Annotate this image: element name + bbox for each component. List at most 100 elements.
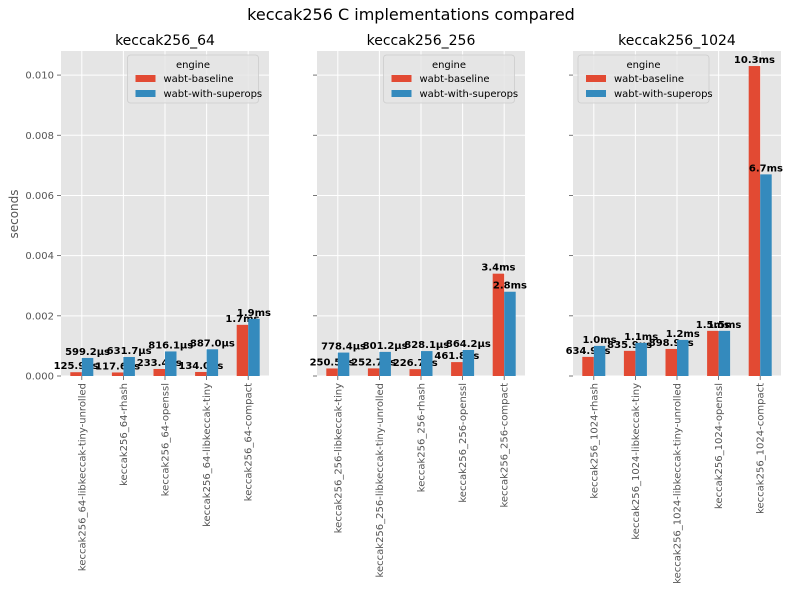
data-label: 461.8µs	[434, 351, 479, 362]
bar-wabt-with-superops	[677, 339, 689, 376]
bar-wabt-with-superops	[593, 345, 606, 376]
legend-swatch-wabt-baseline	[586, 75, 606, 82]
y-tick-label: 0.008	[25, 131, 54, 142]
data-label: 250.5µs	[310, 357, 355, 368]
data-label: 117.6µs	[95, 361, 140, 372]
bar-wabt-baseline	[111, 372, 124, 376]
legend-entry: wabt-with-superops	[420, 89, 519, 100]
bar-wabt-baseline	[70, 372, 82, 376]
x-tick-label: keccak256_64-openssl	[161, 383, 172, 496]
legend-title: engine	[432, 60, 466, 71]
y-tick-label: 0.002	[25, 311, 54, 322]
legend-box	[577, 54, 710, 104]
data-label: 10.3ms	[734, 55, 775, 66]
legend: engine wabt-baseline wabt-with-superops	[577, 54, 713, 104]
bar-wabt-baseline	[195, 371, 207, 376]
bar-wabt-with-superops	[337, 352, 350, 376]
data-label: 801.2µs	[363, 341, 408, 352]
data-label: 1.5ms	[707, 320, 741, 331]
y-axis-label: seconds	[7, 189, 21, 238]
data-label: 1.7ms	[225, 314, 259, 325]
bar-wabt-baseline	[451, 362, 463, 376]
data-label: 1.9ms	[237, 308, 271, 319]
x-tick-label: keccak256_64-libkeccak-tiny	[202, 383, 213, 527]
bar-wabt-with-superops	[165, 351, 177, 376]
panel-title: keccak256_64	[115, 33, 215, 49]
data-label: 864.2µs	[446, 339, 491, 350]
y-tick-label: 0.010	[25, 71, 54, 82]
legend: engine wabt-baseline wabt-with-superops	[383, 54, 519, 104]
bar-wabt-with-superops	[462, 349, 475, 376]
data-label: 1.0ms	[583, 335, 617, 346]
bar-wabt-baseline	[367, 368, 380, 376]
data-label: 634.9µs	[566, 346, 611, 357]
x-tick-label: keccak256_256-rhash	[417, 383, 428, 492]
data-label: 233.4µs	[137, 358, 182, 369]
legend-entry: wabt-baseline	[420, 74, 490, 85]
data-label: 1.5ms	[696, 320, 730, 331]
bar-wabt-with-superops	[635, 342, 647, 376]
chart-panel-1: 0.000 0.002 0.004 0.006 0.008 0.010 125.9µs 599…	[25, 33, 271, 571]
x-tick-label: keccak256_1024-compact	[756, 383, 767, 514]
bar-wabt-baseline	[665, 348, 677, 376]
bar-wabt-with-superops	[760, 174, 772, 376]
data-label: 816.1µs	[148, 340, 193, 351]
bar-wabt-baseline	[623, 350, 636, 376]
x-tick-label: keccak256_256-compact	[500, 383, 511, 508]
legend-swatch-wabt-with-superops	[135, 90, 156, 97]
legend-swatch-wabt-baseline	[391, 75, 412, 82]
legend-box	[383, 54, 515, 104]
bar-wabt-baseline	[153, 368, 165, 376]
x-tick-label: keccak256_256-libkeccak-tiny-unrolled	[375, 383, 386, 577]
data-label: 887.0µs	[190, 338, 235, 349]
legend-title: engine	[176, 60, 210, 71]
x-tick-label: keccak256_64-compact	[244, 383, 255, 501]
bar-wabt-with-superops	[718, 330, 731, 376]
bar-wabt-baseline	[707, 330, 719, 376]
data-label: 125.9µs	[54, 361, 99, 372]
bar-wabt-with-superops	[421, 351, 433, 376]
data-label: 898.9µs	[649, 338, 694, 349]
data-label: 778.4µs	[321, 342, 366, 353]
data-label: 828.1µs	[404, 340, 449, 351]
x-tick-label: keccak256_1024-openssl	[714, 383, 725, 509]
bar-wabt-with-superops	[206, 349, 219, 376]
y-tick-label: 0.006	[25, 191, 54, 202]
x-tick-label: keccak256_1024-libkeccak-tiny	[631, 383, 642, 540]
panel-title: keccak256_256	[367, 33, 476, 49]
x-tick-label: keccak256_256-openssl	[458, 383, 469, 503]
panels: 0.000 0.002 0.004 0.006 0.008 0.010 125.9µs 599…	[25, 33, 783, 584]
x-tick-label: keccak256_256-libkeccak-tiny	[333, 383, 344, 533]
data-label: 1.1ms	[624, 332, 658, 343]
legend: engine wabt-baseline wabt-with-superops	[127, 54, 263, 104]
bar-wabt-baseline	[582, 356, 594, 376]
y-tick-label: 0.004	[25, 251, 54, 262]
legend-swatch-wabt-with-superops	[586, 90, 606, 97]
data-label: 3.4ms	[481, 263, 515, 274]
bar-wabt-with-superops	[123, 356, 135, 376]
x-tick-label: keccak256_64-libkeccak-tiny-unrolled	[77, 383, 88, 571]
figure-title: keccak256 C implementations compared	[247, 5, 575, 24]
legend-title: engine	[626, 60, 660, 71]
chart-panel-2: 250.5µs 778.4µs keccak256_256-libkeccak-ti…	[310, 33, 527, 577]
bar-wabt-baseline	[326, 368, 338, 376]
data-label: 835.9µs	[607, 340, 652, 351]
bar-wabt-with-superops	[379, 351, 391, 376]
legend-swatch-wabt-baseline	[135, 75, 156, 82]
data-label: 252.7µs	[351, 357, 396, 368]
legend-entry: wabt-with-superops	[614, 89, 713, 100]
bar-wabt-baseline	[409, 369, 421, 376]
data-label: 599.2µs	[65, 347, 110, 358]
legend-entry: wabt-with-superops	[164, 89, 263, 100]
x-tick-label: keccak256_1024-libkeccak-tiny-unrolled	[673, 383, 684, 584]
chart-panel-3: 634.9µs1.0mskeccak256_1024-rhash835.9µs1…	[566, 33, 783, 584]
bar-wabt-baseline	[236, 324, 249, 376]
bar-wabt-baseline	[492, 273, 505, 376]
bar-wabt-baseline	[748, 66, 761, 376]
data-label: 6.7ms	[749, 163, 783, 174]
panel-title: keccak256_1024	[618, 33, 736, 49]
data-label: 631.7µs	[107, 346, 152, 357]
bar-wabt-with-superops	[504, 291, 516, 376]
data-label: 1.2ms	[666, 329, 700, 340]
data-label: 2.8ms	[493, 281, 527, 292]
